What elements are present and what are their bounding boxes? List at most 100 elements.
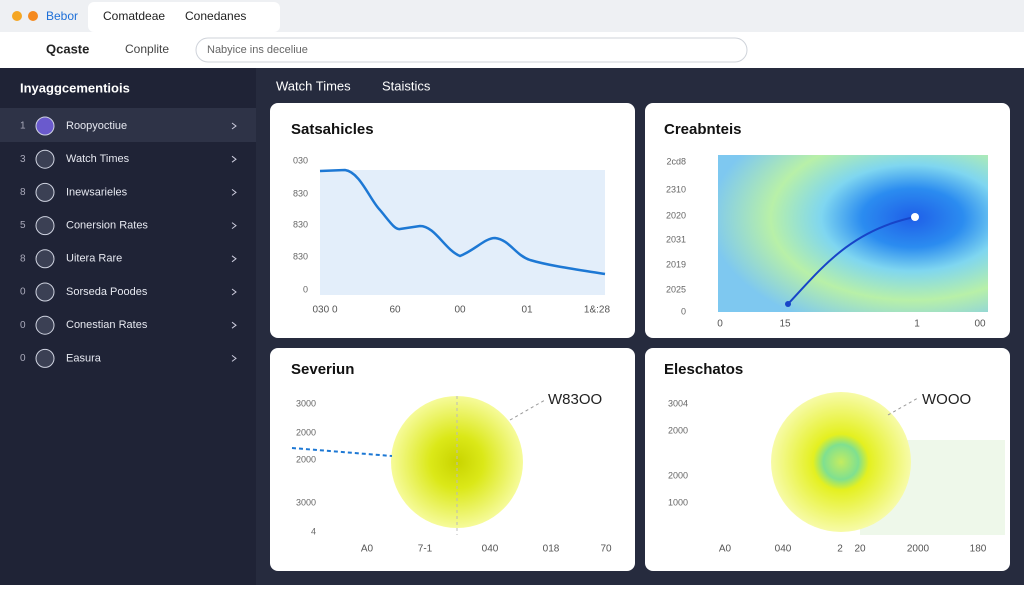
y-tick-label: 830 [293,251,308,261]
item-icon [35,116,55,136]
x-tick-label: 1 [914,319,920,330]
y-tick-label: 2000 [668,425,688,435]
chevron [231,222,237,229]
item-label[interactable]: Sorseda Poodes [66,286,148,298]
area [320,170,605,295]
item-number: 0 [20,287,26,298]
item-icon [35,216,55,236]
item-icon [35,348,55,368]
dash [291,447,393,457]
x-tick-label: 01 [521,305,533,316]
dot [785,301,791,307]
y-tick-label: 2020 [666,210,686,220]
x-tick-label: 2 [837,544,843,555]
active-tab[interactable] [88,2,280,32]
chevron [231,288,237,296]
item-label[interactable]: Conestian Rates [66,319,148,331]
item-label[interactable]: Easura [66,352,102,364]
item-number: 8 [20,253,26,264]
link[interactable]: Conplite [125,42,169,56]
x-tick-label: 20 [854,544,866,555]
card-title: Creabnteis [664,121,742,138]
y-tick-label: 3000 [296,398,316,408]
x-tick-label: 15 [779,319,791,330]
curve [787,216,916,305]
x-tick-label: 030 0 [312,305,337,316]
item-label[interactable]: Conersion Rates [66,220,148,232]
x-tick-label: 00 [454,305,466,316]
tab-label[interactable]: Conedanes [185,9,246,23]
y-tick-label: 2031 [666,234,686,244]
y-tick-label: 2310 [666,184,686,194]
chevron [231,122,237,130]
y-tick-label: 2000 [296,427,316,437]
y-tick-label: 2cd8 [666,156,686,166]
item-number: 1 [20,121,26,132]
y-tick-label: 2000 [296,454,316,464]
item-number: 5 [20,220,26,231]
y-tick-label: 830 [293,188,308,198]
search-placeholder: Nabyice ins deceliue [207,44,308,56]
item-number: 0 [20,320,26,331]
item-icon [35,315,55,335]
y-tick-label: 0 [681,306,686,316]
search-box[interactable] [195,37,748,63]
x-tick-label: 180 [970,544,987,555]
item-icon [35,249,55,269]
item-label[interactable]: Watch Times [66,153,130,165]
item-icon [35,149,55,169]
x-tick-label: 00 [974,319,986,330]
x-tick-label: 60 [389,305,401,316]
chevron [231,255,237,263]
annotation: W83OO [548,391,602,408]
item-number: 0 [20,353,26,364]
y-tick-label: 1000 [668,497,688,507]
item-label[interactable]: Uitera Rare [66,253,122,265]
item-label[interactable]: Roopyoctiue [66,120,127,132]
dash [509,399,546,421]
x-tick-label: 040 [482,544,499,555]
x-tick-label: 018 [543,544,560,555]
chevron [231,355,237,362]
y-tick-label: 2019 [666,259,686,269]
y-tick-label: 4 [311,526,316,536]
x-tick-label: 0 [717,319,723,330]
chevron [231,189,237,196]
x-tick-label: 040 [775,544,792,555]
heatmap [718,155,988,312]
x-tick-label: A0 [719,544,732,555]
y-tick-label: 3004 [668,398,688,408]
x-tick-label: 7-1 [418,544,433,555]
annotation: WOOO [922,391,971,408]
brand: Qcaste [46,41,89,56]
dot [911,213,919,221]
y-tick-label: 830 [293,219,308,229]
x-tick-label: 70 [600,544,612,555]
x-tick-label: A0 [361,544,374,555]
item-icon [35,182,55,202]
line [319,168,606,276]
tab-label[interactable]: Comatdeae [103,9,165,23]
y-tick-label: 0 [303,284,308,294]
tab-label[interactable]: Bebor [46,9,78,23]
x-tick-label: 2000 [907,544,930,555]
dot [12,11,22,21]
item-label[interactable]: Inewsarieles [66,186,128,198]
dot [28,11,38,21]
card-title: Satsahicles [291,121,374,138]
item-number: 8 [20,187,26,198]
card-title: Eleschatos [664,361,743,378]
main-tab[interactable]: Staistics [382,78,431,93]
y-tick-label: 2025 [666,284,686,294]
card-title: Severiun [291,361,354,378]
y-tick-label: 030 [293,155,308,165]
main-tab[interactable]: Watch Times [276,78,351,93]
y-tick-label: 3000 [296,497,316,507]
blob [771,392,911,532]
y-tick-label: 2000 [668,470,688,480]
chevron [231,321,237,329]
sidebar-title: Inyaggcementiois [20,80,130,95]
chevron [231,155,237,163]
